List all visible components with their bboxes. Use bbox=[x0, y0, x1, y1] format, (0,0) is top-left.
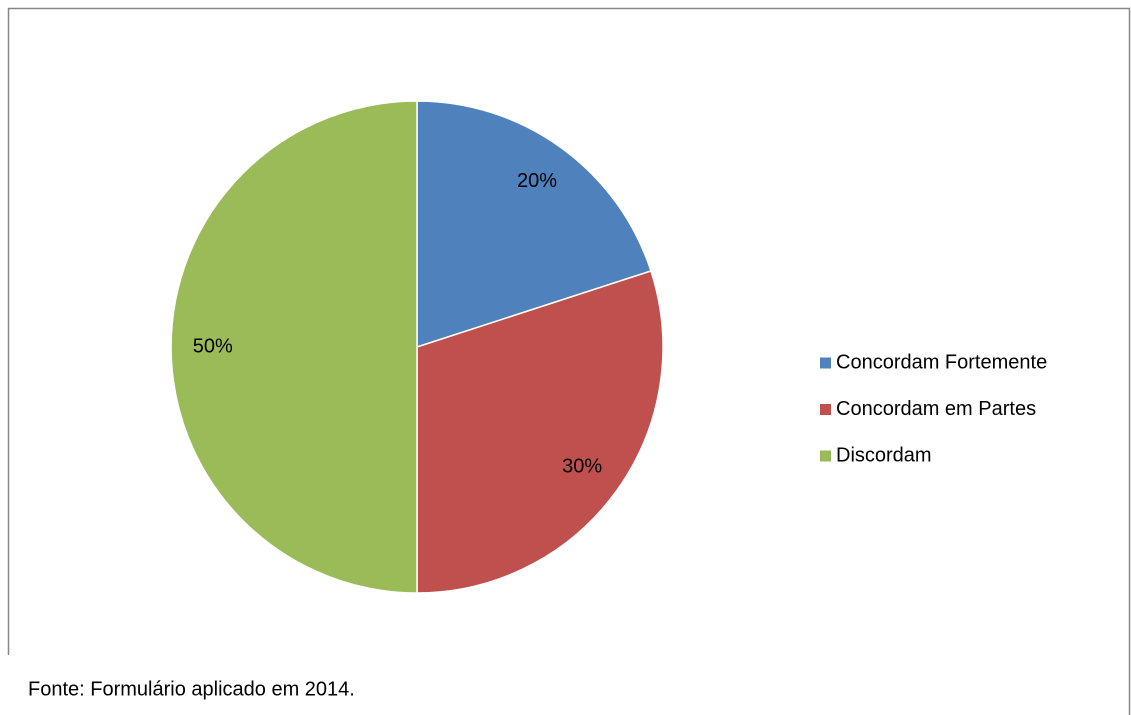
data-label: 50% bbox=[193, 335, 233, 357]
legend-swatch bbox=[820, 404, 831, 415]
pie-slice bbox=[416, 100, 652, 349]
pie-slice bbox=[170, 100, 418, 594]
legend-swatch bbox=[820, 450, 831, 462]
pie-slice bbox=[416, 270, 664, 594]
source-note: Fonte: Formulário aplicado em 2014. bbox=[28, 678, 355, 700]
data-label: 20% bbox=[517, 170, 557, 192]
legend-swatch bbox=[820, 357, 831, 369]
chart-border bbox=[7, 7, 1131, 715]
legend-label: Concordam Fortemente bbox=[836, 351, 1047, 373]
legend-label: Discordam bbox=[836, 444, 932, 466]
legend-label: Concordam em Partes bbox=[836, 398, 1036, 420]
data-label: 30% bbox=[562, 455, 602, 477]
